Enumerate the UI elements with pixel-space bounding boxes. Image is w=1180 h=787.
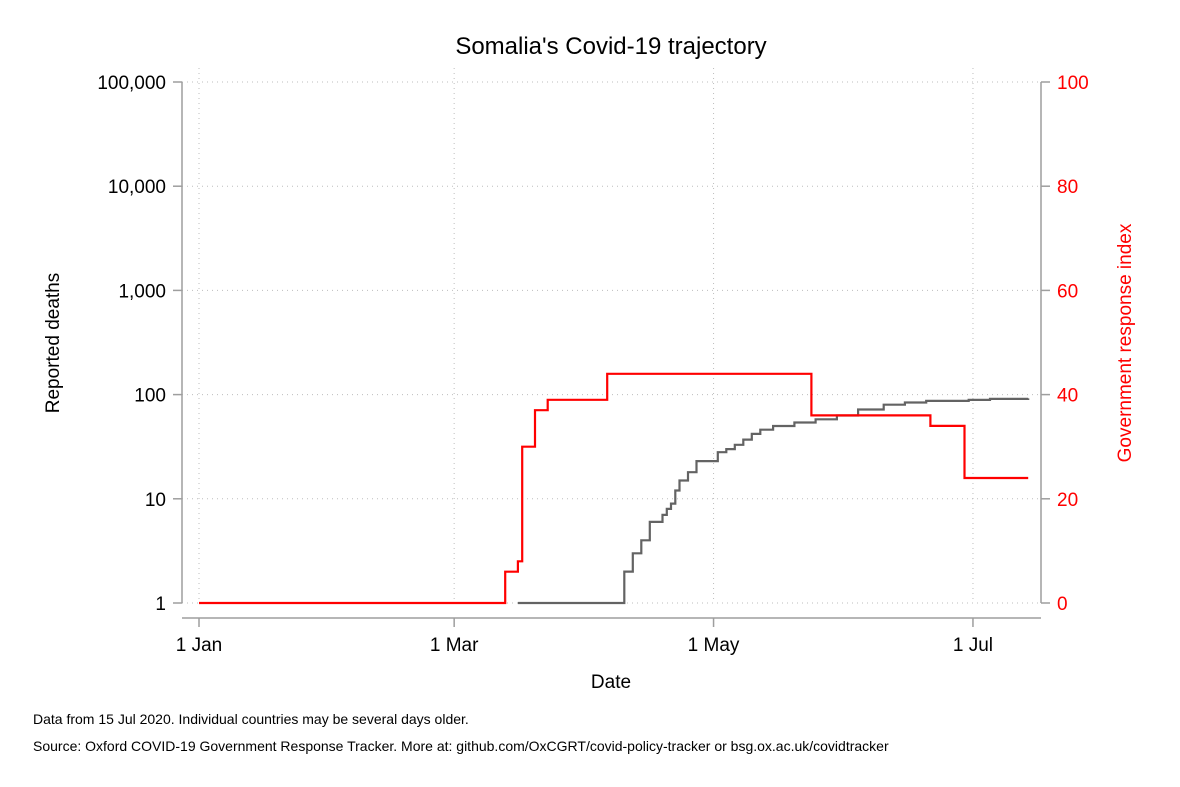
series [199, 372, 1030, 605]
y2-tick-label: 80 [1057, 177, 1078, 198]
axes [181, 82, 1042, 619]
x-tick-label: 1 Jul [953, 635, 993, 656]
source-note: Source: Oxford COVID-19 Government Respo… [33, 738, 889, 754]
y-tick-label: 10 [145, 490, 166, 511]
y-tick-label: 100 [134, 386, 166, 407]
series-line-response-index [199, 372, 1029, 605]
y-axis-title: Reported deaths [43, 273, 64, 414]
series-line-reported-deaths [517, 397, 1030, 605]
y-tick-label: 1 [155, 594, 166, 615]
grid [182, 68, 1041, 604]
y-tick-label: 10,000 [108, 177, 166, 198]
y-tick-label: 1,000 [118, 281, 166, 302]
x-tick-label: 1 Jan [176, 635, 222, 656]
y2-tick-label: 0 [1057, 594, 1068, 615]
x-tick-label: 1 May [688, 635, 740, 656]
y2-tick-label: 60 [1057, 281, 1078, 302]
y2-tick-label: 40 [1057, 386, 1078, 407]
y2-tick-label: 100 [1057, 73, 1089, 94]
data-note: Data from 15 Jul 2020. Individual countr… [33, 711, 469, 727]
chart-title: Somalia's Covid-19 trajectory [455, 33, 766, 60]
x-axis-title: Date [591, 672, 631, 693]
ticks: 1 10 100 1,000 10,000 100,000 0 20 40 60 80 100 1 Ja… [97, 73, 1088, 656]
y2-tick-label: 20 [1057, 490, 1078, 511]
y-tick-label: 100,000 [97, 73, 166, 94]
y2-axis-title: Government response index [1115, 223, 1136, 462]
x-tick-label: 1 Mar [430, 635, 479, 656]
